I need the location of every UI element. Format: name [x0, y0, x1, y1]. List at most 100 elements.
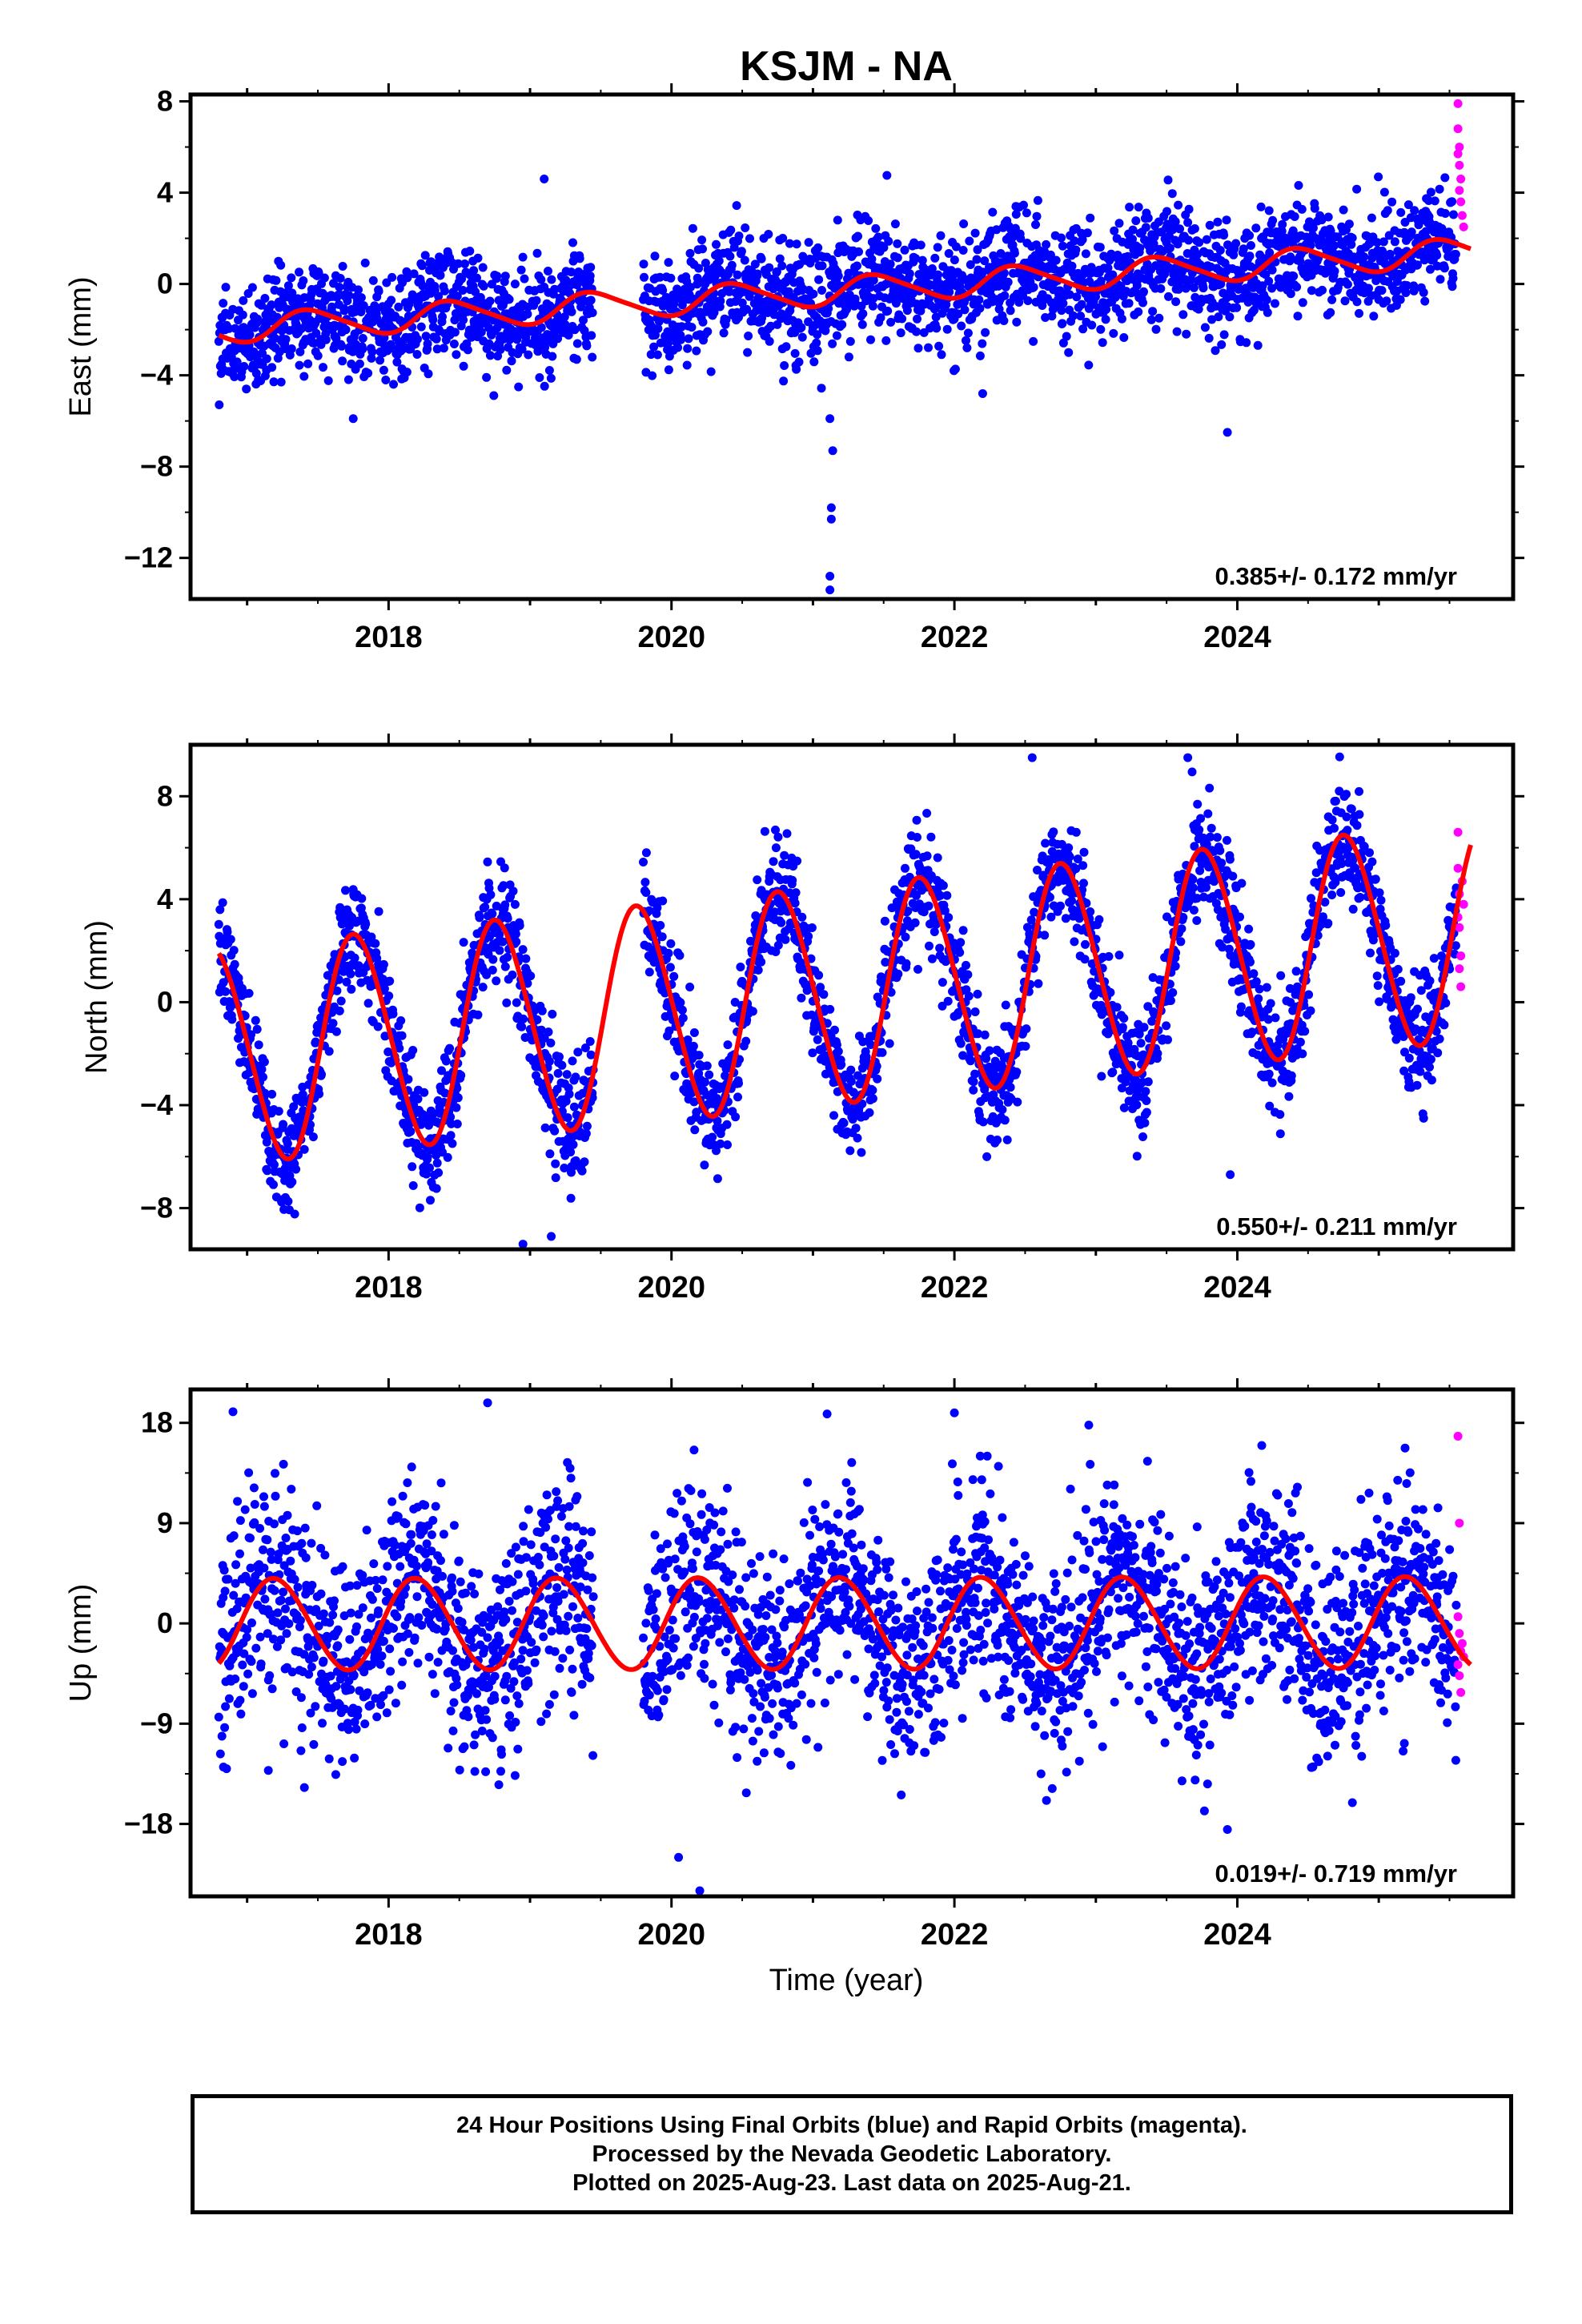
east-final-point: [833, 271, 843, 281]
east-final-point: [1403, 200, 1413, 210]
east-final-point: [1306, 240, 1315, 250]
east-final-point: [916, 306, 926, 316]
east-final-point: [582, 341, 592, 351]
north-final-point: [1187, 767, 1197, 777]
north-final-point: [560, 1164, 569, 1172]
east-final-point: [999, 316, 1009, 325]
north-xtick-label: 2022: [921, 1271, 989, 1305]
east-final-point: [459, 361, 468, 371]
east-final-point: [262, 354, 271, 364]
north-final-point: [331, 1027, 341, 1036]
north-final-point: [640, 878, 650, 887]
east-final-point: [697, 235, 707, 245]
east-final-point: [884, 236, 893, 246]
north-final-point: [308, 1132, 318, 1142]
east-final-point: [652, 350, 662, 360]
east-rapid-point: [1456, 174, 1466, 183]
east-final-point: [1154, 313, 1164, 323]
north-final-point: [1000, 1116, 1010, 1125]
east-final-point: [1202, 235, 1211, 244]
east-final-point: [871, 223, 881, 233]
north-final-point: [925, 941, 934, 951]
east-final-point: [1387, 197, 1397, 207]
north-final-point: [1013, 1097, 1022, 1107]
east-final-point: [1374, 172, 1383, 182]
north-final-point: [581, 1129, 591, 1138]
east-final-point: [417, 261, 427, 271]
north-final-point: [1046, 912, 1056, 922]
north-final-point: [1132, 1100, 1142, 1110]
north-final-point: [552, 1084, 562, 1094]
north-final-point: [557, 1060, 567, 1070]
east-final-point: [933, 243, 942, 252]
east-final-point: [1047, 312, 1057, 321]
north-final-point: [1041, 838, 1050, 848]
east-final-point: [343, 375, 353, 384]
east-final-point: [743, 348, 753, 357]
north-final-point: [702, 1061, 712, 1071]
north-final-point: [270, 1160, 279, 1169]
east-final-point: [669, 300, 679, 309]
north-final-point: [334, 975, 343, 984]
east-final-point: [335, 274, 345, 283]
east-final-point: [685, 248, 695, 258]
north-final-point: [677, 1005, 687, 1015]
east-final-point: [664, 365, 673, 375]
east-ytick-label: −8: [140, 450, 173, 483]
north-final-point: [218, 898, 227, 907]
east-final-point: [1071, 245, 1081, 255]
east-final-point: [688, 223, 697, 233]
east-xtick-label: 2018: [355, 621, 423, 654]
north-final-point: [299, 1144, 309, 1154]
east-final-point: [1194, 304, 1203, 314]
north-final-point: [1143, 1002, 1153, 1011]
east-final-point: [1058, 338, 1068, 348]
north-final-point: [819, 990, 829, 999]
north-final-point: [1034, 979, 1043, 988]
east-outlier-point: [825, 571, 835, 581]
north-final-point: [1065, 852, 1074, 862]
east-final-point: [1258, 281, 1267, 291]
east-final-point: [1019, 200, 1028, 210]
east-final-point: [389, 380, 398, 389]
north-final-point: [1207, 823, 1216, 833]
east-final-point: [936, 231, 946, 240]
east-final-point: [1211, 301, 1220, 311]
east-final-point: [942, 324, 952, 334]
east-final-point: [726, 225, 736, 235]
east-final-point: [944, 249, 954, 258]
north-final-point: [561, 1096, 571, 1106]
east-final-point: [392, 357, 402, 367]
north-final-point: [670, 1072, 680, 1081]
east-final-point: [890, 219, 900, 229]
north-final-point: [954, 1007, 963, 1017]
north-final-point: [483, 857, 492, 866]
north-final-point: [664, 948, 673, 958]
north-final-point: [931, 919, 941, 929]
north-final-point: [839, 1118, 849, 1128]
north-final-point: [512, 998, 521, 1007]
north-final-point: [274, 1107, 283, 1116]
east-final-point: [485, 296, 495, 306]
east-final-point: [479, 281, 488, 291]
north-final-point: [982, 1054, 991, 1063]
north-final-point: [374, 907, 383, 916]
east-final-point: [673, 343, 683, 352]
east-final-point: [387, 272, 397, 282]
east-final-point: [1057, 233, 1066, 243]
north-final-point: [930, 927, 939, 936]
east-final-point: [942, 300, 951, 309]
north-final-point: [877, 1047, 887, 1057]
north-final-point: [503, 952, 512, 962]
east-final-point: [1447, 197, 1457, 207]
north-final-point: [893, 969, 903, 979]
east-final-point: [809, 357, 819, 367]
east-final-point: [1247, 241, 1255, 250]
east-final-point: [1128, 225, 1138, 235]
north-final-point: [482, 970, 492, 979]
east-final-point: [413, 335, 422, 344]
north-final-point: [675, 951, 685, 960]
north-final-point: [781, 935, 790, 944]
east-final-point: [283, 281, 293, 291]
north-final-point: [311, 1037, 320, 1047]
